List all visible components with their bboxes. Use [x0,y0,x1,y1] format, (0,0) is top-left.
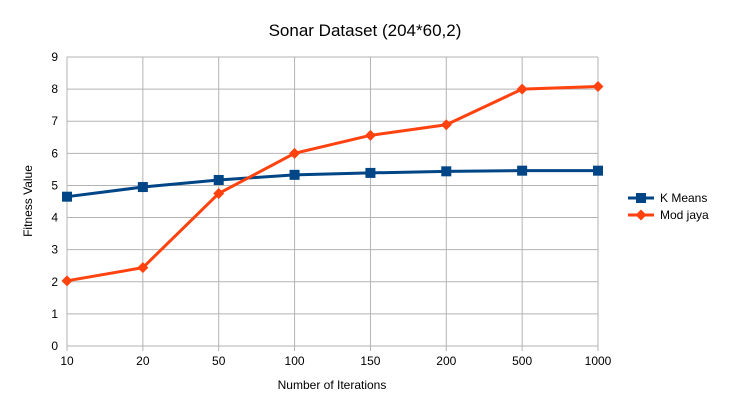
y-tick-label: 5 [51,178,58,192]
data-point-mod-jaya [516,83,528,95]
grid-lines [66,56,599,347]
series-lines [61,81,604,287]
series-line-mod-jaya [66,85,599,283]
x-axis-label: Number of Iterations [278,378,387,392]
y-tick-label: 3 [51,243,58,257]
data-point-mod-jaya [289,147,301,159]
x-tick-labels: 10 20 50 100 150 200 500 1000 [60,354,611,368]
x-tick-label: 10 [60,354,74,368]
legend-label-k-means: K Means [660,191,707,205]
x-tick-label: 20 [136,354,150,368]
legend: K Means Mod jaya [628,191,709,222]
x-tick-label: 500 [512,354,532,368]
data-point-k-means [441,166,452,177]
data-point-k-means [137,182,148,193]
chart-title: Sonar Dataset (204*60,2) [269,21,462,40]
data-point-mod-jaya [592,81,604,93]
x-tick-label: 50 [212,354,226,368]
data-point-mod-jaya [61,275,73,287]
legend-label-mod-jaya: Mod jaya [660,208,709,222]
y-axis-label: Fitness Value [21,165,35,237]
y-tick-label: 1 [51,307,58,321]
y-tick-label: 0 [51,339,58,353]
legend-item-k-means: K Means [628,191,707,205]
axes [66,57,599,351]
data-point-k-means [289,169,300,180]
x-tick-label: 100 [285,354,305,368]
data-point-k-means [365,167,376,178]
y-tick-label: 8 [51,82,58,96]
y-tick-label: 2 [51,275,58,289]
y-tick-label: 9 [51,50,58,64]
series-mod-jaya [61,81,604,287]
y-tick-label: 6 [51,146,58,160]
y-tick-label: 4 [51,211,58,225]
x-tick-label: 200 [436,354,456,368]
data-point-mod-jaya [213,187,225,199]
data-point-k-means [517,165,528,176]
x-tick-label: 150 [360,354,380,368]
data-point-k-means [593,165,603,176]
legend-marker-k-means [636,193,646,203]
x-tick-label: 1000 [585,354,612,368]
series-line-k-means [66,169,598,199]
data-point-k-means [213,174,224,185]
data-point-mod-jaya [440,119,452,131]
data-point-k-means [62,191,72,202]
data-point-mod-jaya [137,262,149,274]
legend-marker-mod-jaya [635,209,647,221]
data-point-mod-jaya [364,129,376,141]
y-tick-label: 7 [51,114,58,128]
y-tick-labels: 0 1 2 3 4 5 6 7 8 9 [51,50,58,353]
legend-item-mod-jaya: Mod jaya [628,208,709,222]
series-k-means [62,165,603,202]
